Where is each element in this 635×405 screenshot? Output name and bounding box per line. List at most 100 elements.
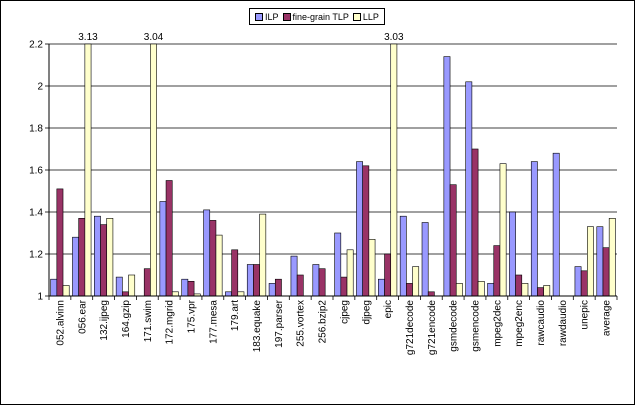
- x-tick-label-175-vpr: 175.vpr: [187, 299, 198, 333]
- x-tick-label-g721decode: g721decode: [405, 300, 416, 355]
- bar-ilp-172-mgrid: [159, 201, 167, 297]
- bar-fine-grain-tlp-175-vpr: [187, 280, 195, 297]
- bar-fine-grain-tlp-256-bzip2: [318, 268, 326, 297]
- y-tick-label: 1.6: [29, 166, 43, 177]
- bar-fine-grain-tlp-unepic: [580, 270, 588, 297]
- bar-llp-average: [608, 218, 616, 297]
- bar-fine-grain-tlp-cjpeg: [340, 276, 348, 297]
- bar-ilp-183-equake: [246, 264, 254, 297]
- legend: ILP fine-grain TLP LLP: [249, 8, 385, 25]
- x-tick-label-g721encode: g721encode: [427, 300, 438, 355]
- legend-item-ilp: ILP: [255, 12, 279, 22]
- x-tick-label-171-swim: 171.swim: [143, 300, 154, 342]
- legend-item-fine-grain-tlp: fine-grain TLP: [282, 11, 349, 22]
- bar-fine-grain-tlp-052-alvinn: [56, 188, 64, 297]
- bar-fine-grain-tlp-g721decode: [406, 283, 413, 297]
- bar-fine-grain-tlp-average: [602, 247, 610, 297]
- bars: [50, 43, 616, 297]
- bar-ilp-052-alvinn: [50, 278, 58, 297]
- bar-ilp-epic: [378, 278, 385, 297]
- bar-llp-djpeg: [368, 239, 376, 297]
- legend-swatch-llp: [352, 12, 361, 21]
- x-tick-label-255-vortex: 255.vortex: [296, 300, 307, 347]
- bar-fine-grain-tlp-gsmencode: [471, 148, 479, 297]
- legend-swatch-ilp: [255, 12, 263, 21]
- bar-fine-grain-tlp-g721encode: [427, 291, 435, 297]
- bar-ilp-132-ijpeg: [94, 215, 101, 297]
- bar-llp-171-swim: [150, 43, 157, 297]
- x-tick-label-cjpeg: cjpeg: [339, 300, 350, 324]
- bar-llp-gsmdecode: [455, 283, 463, 297]
- bar-ilp-mpeg2enc: [509, 211, 516, 297]
- y-tick-label: 1.8: [29, 124, 43, 135]
- y-tick-label: 1.4: [29, 208, 43, 219]
- bar-ilp-g721encode: [421, 222, 429, 297]
- data-labels: 3.13 3.04 3.03: [78, 32, 404, 43]
- bar-llp-183-equake: [259, 213, 267, 297]
- bar-fine-grain-tlp-132-ijpeg: [100, 224, 108, 297]
- bar-fine-grain-tlp-255-vortex: [296, 274, 304, 297]
- bar-ilp-unepic: [574, 266, 582, 297]
- x-tick-label-average: average: [602, 300, 613, 337]
- x-tick-label-gsmdecode: gsmdecode: [449, 300, 460, 352]
- legend-label-llp: LLP: [362, 11, 379, 22]
- bar-fine-grain-tlp-177-mesa: [209, 220, 217, 297]
- bar-fine-grain-tlp-djpeg: [362, 165, 370, 297]
- y-tick-labels: 1 1.2 1.4 1.6 1.8 2 2.2: [29, 40, 43, 303]
- x-tick-label-djpeg: djpeg: [361, 300, 372, 324]
- bar-llp-rawcaudio: [543, 285, 551, 297]
- x-tick-label-052-alvinn: 052.alvinn: [55, 300, 66, 346]
- bar-llp-unepic: [587, 226, 594, 297]
- x-tick-label-179-art: 179.art: [230, 300, 241, 331]
- y-tick-label: 1: [37, 292, 43, 303]
- gridlines: [49, 43, 617, 255]
- bar-ilp-256-bzip2: [312, 264, 320, 297]
- bar-llp-mpeg2enc: [521, 283, 529, 297]
- x-tick-labels: 052.alvinn 056.ear 132.ijpeg 164.gzip 171.sw…: [55, 299, 612, 355]
- bar-llp-172-mgrid: [171, 291, 179, 297]
- x-tick-label-172-mgrid: 172.mgrid: [165, 300, 176, 344]
- bar-fine-grain-tlp-rawcaudio: [537, 287, 544, 297]
- y-tick-label: 1.2: [29, 250, 43, 261]
- data-label-171-swim: 3.04: [144, 32, 164, 43]
- bar-ilp-177-mesa: [203, 209, 211, 297]
- bar-ilp-175-vpr: [181, 278, 189, 297]
- bar-fine-grain-tlp-mpeg2enc: [515, 274, 523, 297]
- y-tick-label: 2.2: [29, 40, 43, 51]
- bar-fine-grain-tlp-183-equake: [253, 264, 260, 297]
- bar-ilp-gsmencode: [465, 81, 473, 297]
- legend-label-ilp: ILP: [265, 11, 279, 22]
- x-tick-label-164-gzip: 164.gzip: [121, 300, 132, 338]
- bar-llp-179-art: [237, 291, 245, 297]
- x-tick-label-132-ijpeg: 132.ijpeg: [99, 300, 110, 341]
- bar-ilp-164-gzip: [115, 276, 123, 297]
- x-tick-label-177-mesa: 177.mesa: [208, 300, 219, 344]
- bar-ilp-179-art: [225, 291, 232, 297]
- bar-llp-g721decode: [412, 266, 420, 297]
- x-tick-label-gsmencode: gsmencode: [471, 300, 482, 352]
- bar-fine-grain-tlp-197-parser: [274, 278, 282, 297]
- bar-llp-132-ijpeg: [106, 218, 114, 297]
- x-tick-label-unepic: unepic: [580, 300, 591, 329]
- bar-ilp-255-vortex: [290, 255, 298, 297]
- x-tick-label-epic: epic: [383, 300, 394, 318]
- data-label-056-ear: 3.13: [78, 32, 98, 43]
- legend-label-fine-grain-tlp: fine-grain TLP: [292, 11, 349, 22]
- legend-swatch-fine-grain-tlp: [282, 12, 291, 21]
- y-tick-label: 2: [37, 82, 43, 93]
- bar-llp-mpeg2dec: [499, 163, 507, 297]
- axes: [45, 43, 618, 300]
- bar-llp-164-gzip: [128, 274, 136, 297]
- x-tick-label-183-equake: 183.equake: [252, 300, 263, 353]
- legend-item-llp: LLP: [352, 11, 379, 22]
- bar-ilp-197-parser: [268, 283, 276, 297]
- x-tick-label-rawdaudio: rawdaudio: [558, 300, 569, 347]
- bar-fine-grain-tlp-epic: [384, 253, 392, 297]
- bar-fine-grain-tlp-mpeg2dec: [493, 245, 501, 297]
- x-tick-label-056-ear: 056.ear: [77, 299, 88, 334]
- bar-ilp-average: [596, 226, 604, 297]
- bar-ilp-rawdaudio: [552, 152, 560, 297]
- bar-llp-gsmencode: [477, 280, 485, 297]
- bar-ilp-mpeg2dec: [487, 283, 495, 297]
